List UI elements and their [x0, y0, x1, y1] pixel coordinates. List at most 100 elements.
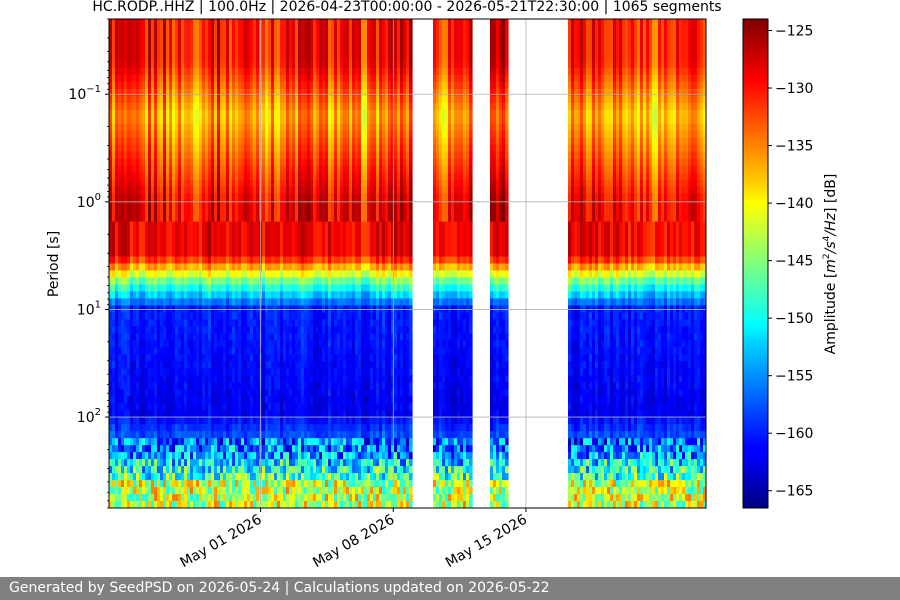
heatmap-cell: [124, 32, 128, 41]
heatmap-cell: [109, 410, 113, 418]
heatmap-cell: [127, 375, 131, 383]
heatmap-cell: [166, 235, 170, 244]
heatmap-cell: [172, 60, 176, 69]
heatmap-cell: [139, 473, 143, 481]
heatmap-cell: [181, 88, 185, 97]
heatmap-cell: [220, 200, 224, 209]
heatmap-cell: [220, 221, 224, 230]
heatmap-cell: [208, 25, 212, 34]
heatmap-cell: [196, 242, 200, 251]
heatmap-cell: [133, 333, 137, 341]
heatmap-cell: [220, 312, 224, 320]
heatmap-cell: [148, 319, 152, 327]
heatmap-cell: [235, 207, 239, 216]
heatmap-cell: [214, 109, 218, 118]
heatmap-cell: [211, 452, 215, 460]
heatmap-cell: [172, 333, 176, 341]
heatmap-cell: [208, 67, 212, 76]
heatmap-cell: [229, 39, 233, 48]
heatmap-cell: [124, 249, 128, 258]
heatmap-cell: [190, 95, 194, 104]
heatmap-cell: [154, 228, 158, 237]
heatmap-cell: [178, 487, 182, 495]
heatmap-cell: [208, 361, 212, 369]
heatmap-cell: [235, 172, 239, 181]
heatmap-cell: [190, 25, 194, 34]
heatmap-cell: [196, 39, 200, 48]
heatmap-cell: [163, 109, 167, 118]
heatmap-cell: [205, 361, 209, 369]
heatmap-cell: [133, 319, 137, 327]
heatmap-cell: [172, 193, 176, 202]
heatmap-cell: [193, 172, 197, 181]
heatmap-cell: [112, 53, 116, 62]
heatmap-cell: [178, 417, 182, 425]
heatmap-cell: [118, 186, 122, 195]
heatmap-cell: [175, 270, 179, 279]
heatmap-cell: [118, 242, 122, 251]
heatmap-cell: [175, 347, 179, 355]
heatmap-cell: [172, 179, 176, 188]
heatmap-cell: [154, 473, 158, 481]
heatmap-cell: [124, 116, 128, 125]
heatmap-cell: [127, 424, 131, 432]
heatmap-cell: [199, 102, 203, 111]
heatmap-cell: [130, 249, 134, 258]
heatmap-cell: [193, 494, 197, 502]
heatmap-cell: [202, 39, 206, 48]
heatmap-cell: [220, 32, 224, 41]
heatmap-cell: [163, 158, 167, 167]
heatmap-cell: [142, 326, 146, 334]
heatmap-cell: [175, 116, 179, 125]
heatmap-cell: [208, 123, 212, 132]
heatmap-cell: [139, 207, 143, 216]
heatmap-cell: [196, 207, 200, 216]
heatmap-cell: [178, 354, 182, 362]
heatmap-cell: [214, 242, 218, 251]
heatmap-cell: [169, 25, 173, 34]
heatmap-cell: [130, 410, 134, 418]
heatmap-cell: [181, 501, 185, 508]
heatmap-cell: [181, 221, 185, 230]
heatmap-cell: [199, 60, 203, 69]
heatmap-cell: [142, 375, 146, 383]
heatmap-cell: [184, 459, 188, 467]
heatmap-cell: [163, 368, 167, 376]
heatmap-cell: [172, 256, 176, 265]
heatmap-cell: [148, 19, 152, 27]
heatmap-cell: [169, 165, 173, 174]
heatmap-cell: [223, 298, 227, 307]
heatmap-cell: [181, 186, 185, 195]
heatmap-cell: [118, 361, 122, 369]
heatmap-cell: [205, 130, 209, 139]
heatmap-cell: [229, 473, 233, 481]
heatmap-cell: [205, 116, 209, 125]
heatmap-cell: [112, 382, 116, 390]
heatmap-cell: [115, 501, 119, 508]
heatmap-cell: [133, 25, 137, 34]
heatmap-cell: [184, 165, 188, 174]
heatmap-cell: [235, 361, 239, 369]
heatmap-cell: [172, 445, 176, 453]
heatmap-cell: [133, 417, 137, 425]
heatmap-cell: [187, 396, 191, 404]
heatmap-cell: [214, 81, 218, 90]
heatmap-cell: [121, 354, 125, 362]
heatmap-cell: [157, 235, 161, 244]
heatmap-cell: [184, 137, 188, 146]
heatmap-cell: [166, 347, 170, 355]
heatmap-cell: [133, 291, 137, 300]
heatmap-cell: [214, 431, 218, 439]
heatmap-cell: [211, 200, 215, 209]
heatmap-cell: [160, 242, 164, 251]
heatmap-cell: [115, 417, 119, 425]
heatmap-cell: [118, 25, 122, 34]
heatmap-cell: [148, 158, 152, 167]
heatmap-cell: [172, 144, 176, 153]
heatmap-cell: [172, 291, 176, 300]
heatmap-cell: [211, 19, 215, 27]
heatmap-cell: [142, 410, 146, 418]
heatmap-cell: [205, 46, 209, 55]
heatmap-cell: [133, 263, 137, 272]
heatmap-cell: [223, 39, 227, 48]
